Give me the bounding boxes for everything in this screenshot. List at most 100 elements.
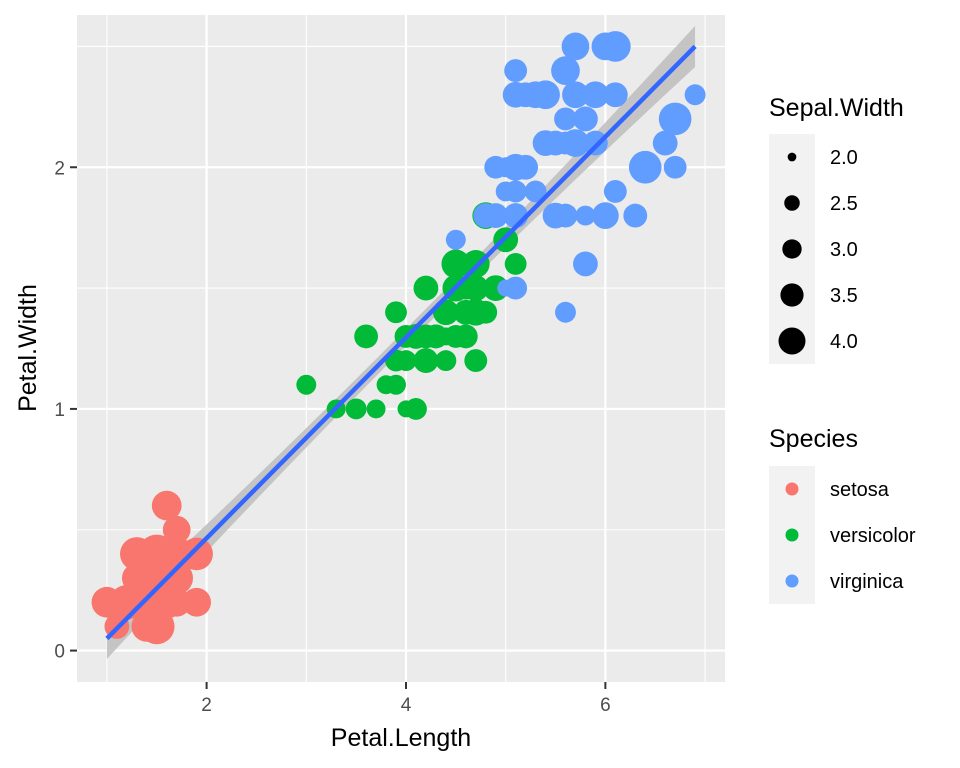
data-point-virginica [575, 205, 596, 226]
x-axis-title: Petal.Length [331, 724, 471, 752]
data-point-versicolor [435, 350, 457, 372]
data-point-virginica [573, 106, 598, 132]
data-point-setosa [132, 588, 161, 617]
data-point-virginica [591, 202, 619, 229]
data-point-virginica [513, 154, 539, 180]
data-point-setosa [131, 611, 163, 642]
size-legend-label: 4.0 [830, 331, 858, 353]
size-legend-symbol [787, 152, 797, 162]
major-gridlines [77, 15, 725, 682]
size-legend-items: 2.0 2.5 3.0 3.5 4.0 [769, 134, 858, 364]
color-legend-symbol-setosa [785, 482, 799, 496]
color-legend-label: setosa [830, 479, 890, 501]
data-point-virginica [658, 102, 692, 136]
color-legend-items: setosa versicolor virginica [769, 466, 916, 604]
size-legend-label: 3.0 [830, 239, 858, 261]
data-point-versicolor [474, 300, 498, 324]
color-legend: Species setosa versicolor virginica [769, 425, 916, 604]
data-point-virginica [663, 155, 687, 179]
data-point-setosa [142, 539, 172, 569]
data-point-versicolor [504, 252, 527, 275]
data-point-versicolor [413, 275, 439, 301]
data-point-virginica [542, 202, 569, 229]
data-point-setosa [151, 490, 182, 521]
y-tick-labels: 0 1 2 [54, 158, 65, 662]
size-legend-label: 2.0 [830, 147, 858, 169]
data-point-virginica [583, 130, 608, 156]
color-legend-title: Species [769, 425, 858, 453]
size-legend-symbol [778, 327, 806, 355]
data-point-virginica [552, 57, 579, 84]
data-point-virginica [602, 82, 628, 108]
data-point-virginica [484, 155, 508, 179]
data-point-versicolor [405, 397, 427, 420]
data-point-versicolor [354, 324, 379, 349]
data-point-virginica [582, 81, 609, 109]
data-point-virginica [504, 276, 528, 300]
data-point-versicolor [366, 399, 386, 419]
data-point-versicolor [376, 375, 396, 395]
data-point-versicolor [453, 324, 478, 349]
data-point-virginica [504, 59, 528, 83]
data-point-versicolor [462, 275, 489, 301]
y-tick-label: 0 [54, 642, 65, 663]
y-tick-label: 2 [54, 158, 65, 179]
data-point-versicolor [461, 250, 490, 278]
color-legend-symbol-virginica [785, 574, 799, 588]
axis-ticks [70, 166, 607, 689]
trend-line-group [105, 44, 697, 641]
data-point-setosa [134, 565, 160, 591]
size-legend-symbol [782, 239, 802, 259]
data-point-virginica [473, 203, 499, 228]
data-point-virginica [684, 84, 706, 106]
data-point-setosa [91, 586, 123, 618]
data-point-virginica [599, 31, 631, 62]
size-legend-title: Sepal.Width [769, 94, 904, 122]
data-point-virginica [524, 180, 547, 203]
color-legend-label: versicolor [830, 525, 916, 547]
data-point-setosa [162, 515, 191, 544]
data-point-virginica [555, 301, 576, 323]
color-legend-symbol-versicolor [785, 528, 799, 542]
data-point-virginica [531, 80, 560, 110]
x-tick-label: 4 [401, 695, 412, 716]
size-legend-symbol [784, 195, 800, 211]
data-point-versicolor [345, 398, 367, 420]
data-point-virginica [562, 81, 589, 109]
x-tick-label: 6 [600, 695, 611, 716]
data-point-versicolor [441, 249, 471, 279]
data-point-virginica [623, 203, 648, 228]
data-points [91, 31, 706, 645]
color-legend-label: virginica [830, 571, 904, 593]
data-point-versicolor [464, 349, 488, 373]
x-tick-label: 2 [201, 695, 212, 716]
data-point-virginica [554, 131, 577, 155]
data-point-virginica [628, 150, 662, 184]
data-point-versicolor [423, 324, 448, 349]
data-point-virginica [495, 181, 516, 202]
data-point-virginica [445, 229, 466, 250]
y-tick-label: 1 [54, 400, 65, 421]
data-point-setosa [180, 537, 213, 571]
data-point-setosa [182, 587, 211, 617]
size-legend-label: 2.5 [830, 193, 858, 215]
trend-line [105, 44, 697, 641]
data-point-virginica [532, 130, 559, 156]
data-point-virginica [652, 130, 678, 156]
x-tick-labels: 2 4 6 [201, 695, 610, 716]
size-legend-label: 3.5 [830, 285, 858, 307]
data-point-versicolor [385, 301, 407, 324]
data-point-versicolor [453, 299, 479, 325]
data-point-versicolor [296, 374, 317, 395]
data-point-virginica [573, 251, 598, 277]
size-legend: Sepal.Width 2.0 2.5 3.0 3.5 4.0 [769, 94, 904, 364]
data-point-versicolor [413, 348, 439, 373]
size-legend-symbol [780, 283, 804, 307]
data-point-virginica [513, 82, 539, 108]
data-point-virginica [554, 107, 577, 131]
y-axis-title: Petal.Width [14, 284, 42, 412]
data-point-virginica [603, 179, 627, 203]
data-point-virginica [561, 32, 590, 61]
data-point-versicolor [395, 350, 417, 372]
